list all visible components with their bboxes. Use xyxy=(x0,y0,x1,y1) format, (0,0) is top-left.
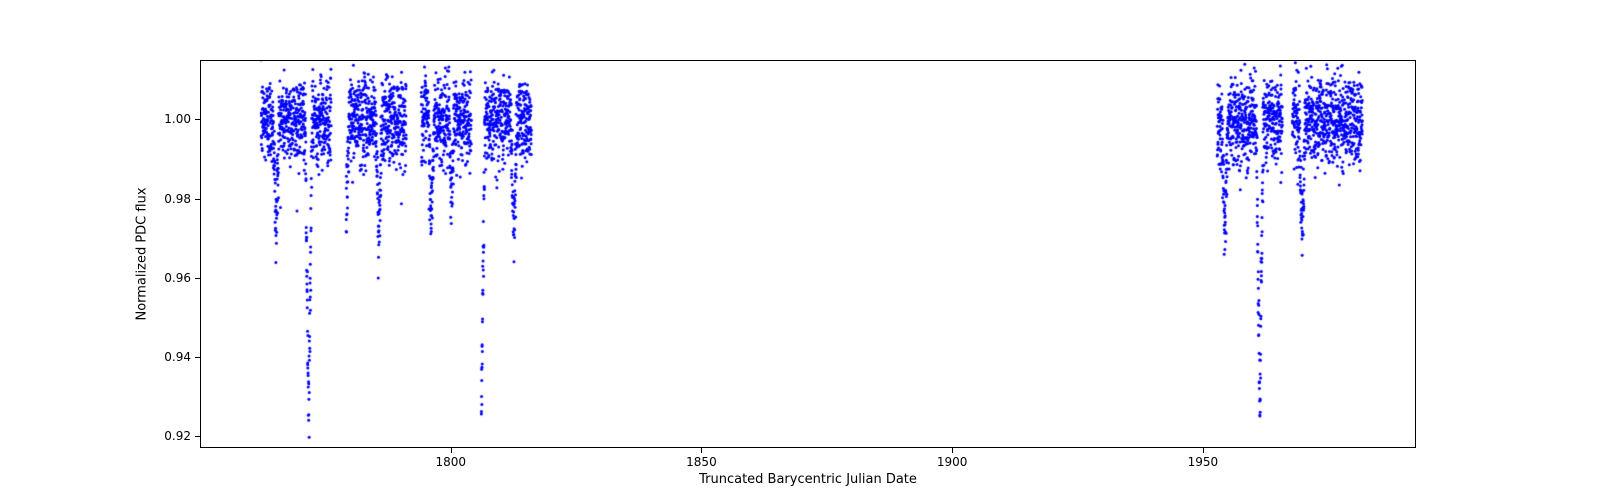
x-tick-mark xyxy=(952,448,953,453)
x-tick-mark xyxy=(451,448,452,453)
y-axis-label: Normalized PDC flux xyxy=(135,187,150,320)
x-tick-label: 1850 xyxy=(686,455,717,469)
y-tick-mark xyxy=(195,357,200,358)
y-tick-label: 0.92 xyxy=(164,429,191,443)
scatter-canvas xyxy=(201,61,1415,447)
y-tick-mark xyxy=(195,119,200,120)
x-tick-label: 1800 xyxy=(435,455,466,469)
y-tick-mark xyxy=(195,436,200,437)
y-tick-mark xyxy=(195,199,200,200)
x-axis-label: Truncated Barycentric Julian Date xyxy=(699,472,917,487)
y-tick-label: 1.00 xyxy=(164,112,191,126)
y-tick-label: 0.98 xyxy=(164,192,191,206)
figure: 1800 1850 1900 1950 0.92 0.94 0.96 0.98 1.00 Tr… xyxy=(0,0,1600,500)
x-tick-mark xyxy=(701,448,702,453)
y-tick-label: 0.96 xyxy=(164,271,191,285)
x-tick-label: 1950 xyxy=(1188,455,1219,469)
plot-area xyxy=(201,61,1415,447)
x-tick-mark xyxy=(1203,448,1204,453)
x-tick-label: 1900 xyxy=(937,455,968,469)
y-tick-label: 0.94 xyxy=(164,350,191,364)
y-tick-mark xyxy=(195,278,200,279)
